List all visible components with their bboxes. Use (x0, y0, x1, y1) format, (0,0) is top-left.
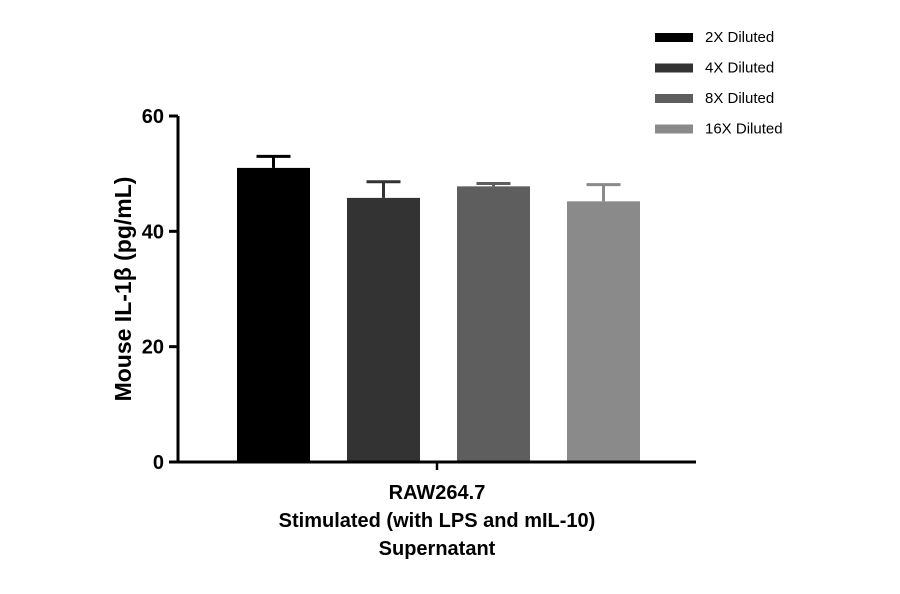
bar-4x-diluted (347, 197, 420, 463)
bar-8x-diluted (457, 186, 530, 462)
legend-swatch (655, 33, 693, 42)
y-axis-label: Mouse IL-1β (pg/mL) (110, 177, 136, 402)
y-ticks: 0 20 40 60 (142, 106, 178, 474)
bars (237, 167, 640, 463)
y-tick-label: 0 (153, 452, 164, 474)
legend-swatch (655, 63, 693, 73)
bar-16x-diluted (567, 201, 640, 462)
x-category-label-line: Supernatant (379, 538, 496, 560)
x-category-label-line: Stimulated (with LPS and mIL-10) (279, 510, 596, 532)
bar-2x-diluted (237, 167, 310, 462)
legend-label: 8X Diluted (705, 90, 774, 107)
y-tick-label: 40 (142, 221, 164, 243)
x-category-label-line: RAW264.7 (389, 482, 486, 504)
x-axis-label: RAW264.7 Stimulated (with LPS and mIL-10)… (279, 482, 596, 560)
y-tick-label: 60 (142, 106, 164, 128)
legend-swatch (655, 124, 693, 134)
legend-label: 4X Diluted (705, 60, 774, 77)
error-bars (256, 154, 621, 202)
legend-label: 16X Diluted (705, 121, 783, 138)
axes (176, 116, 696, 470)
legend-swatch (655, 94, 693, 103)
y-tick-label: 20 (142, 337, 164, 359)
legend-label: 2X Diluted (705, 29, 774, 46)
legend: 2X Diluted 4X Diluted 8X Diluted 16X Dilute… (655, 29, 783, 138)
